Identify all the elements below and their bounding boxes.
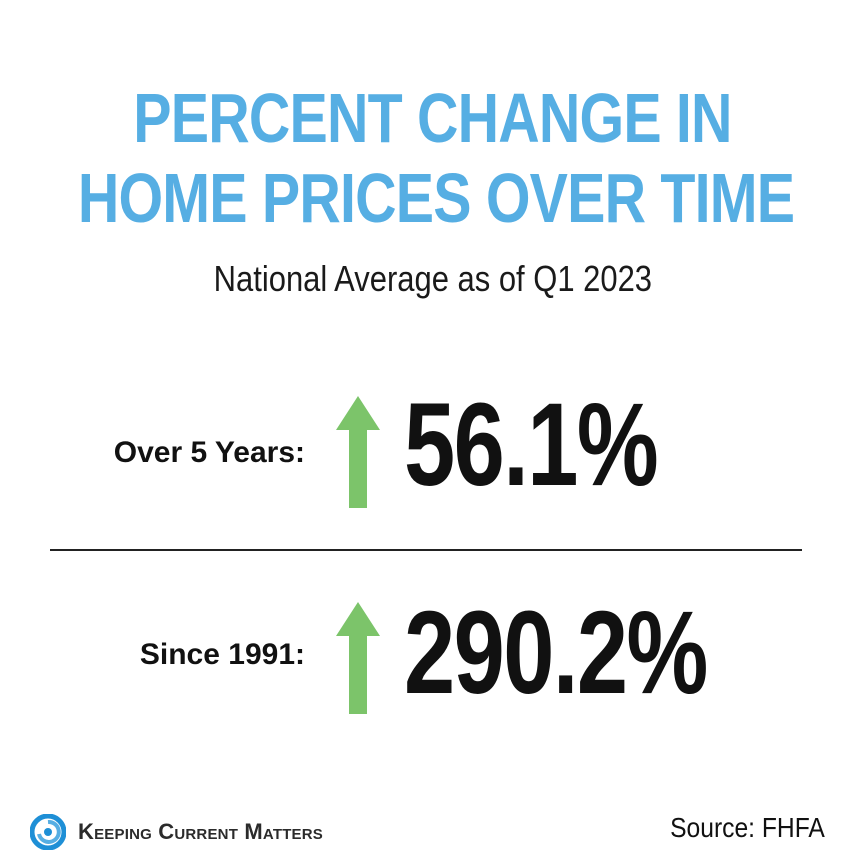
source-text: Source: FHFA <box>670 812 825 843</box>
stat-label: Over 5 Years: <box>113 436 305 469</box>
divider <box>50 549 802 551</box>
swirl-logo-icon <box>30 814 66 850</box>
infographic-title: PERCENT CHANGE IN HOME PRICES OVER TIME <box>0 78 865 238</box>
stat-value: 290.2% <box>404 587 708 719</box>
stat-value: 56.1% <box>404 379 659 511</box>
subtitle-text: National Average as of Q1 2023 <box>213 258 652 299</box>
brand: Keeping Current Matters <box>30 812 323 852</box>
up-arrow-icon <box>336 602 380 714</box>
subtitle: National Average as of Q1 2023 <box>0 258 865 300</box>
brand-name: Keeping Current Matters <box>78 819 323 844</box>
title-line-2: HOME PRICES OVER TIME <box>77 159 795 237</box>
stat-row-since-1991: Since 1991: 290.2% <box>0 587 865 726</box>
stat-row-5-years: Over 5 Years: 56.1% <box>0 379 865 518</box>
title-line-1: PERCENT CHANGE IN <box>133 79 732 157</box>
stat-label: Since 1991: <box>139 638 305 671</box>
up-arrow-icon <box>336 396 380 508</box>
source-note: Source: FHFA <box>649 812 825 844</box>
